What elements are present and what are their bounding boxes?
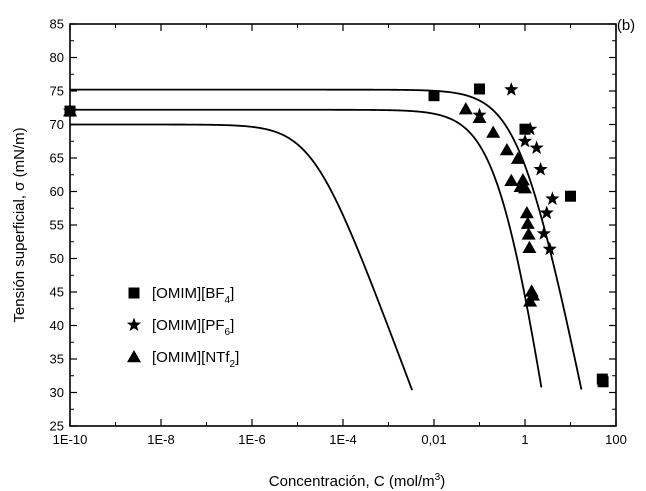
square-marker bbox=[565, 190, 576, 202]
star-marker bbox=[536, 226, 552, 240]
y-tick-label: 25 bbox=[50, 419, 64, 434]
star-marker bbox=[545, 191, 560, 205]
star-marker bbox=[533, 161, 548, 176]
legend-marker-triangle bbox=[127, 350, 141, 363]
legend-label: [OMIM][BF4] bbox=[152, 285, 234, 306]
x-axis-title-sup: 3 bbox=[435, 472, 441, 483]
y-tick-label: 45 bbox=[50, 285, 64, 300]
triangle-marker bbox=[519, 205, 534, 219]
star-marker bbox=[523, 121, 538, 136]
star-marker bbox=[517, 133, 533, 148]
triangle-marker bbox=[504, 173, 519, 187]
legend-label-main: [OMIM][NTf bbox=[152, 349, 230, 366]
x-tick-label: 1E-6 bbox=[238, 432, 265, 447]
y-tick-label: 75 bbox=[50, 84, 64, 99]
legend-label: [OMIM][PF6] bbox=[152, 317, 234, 338]
legend-marker-star bbox=[126, 317, 142, 332]
legend-label: [OMIM][NTf2] bbox=[152, 349, 239, 370]
x-tick-label: 1E-4 bbox=[329, 432, 356, 447]
x-axis-title-main: Concentración, C (mol/m bbox=[269, 473, 435, 490]
legend-label-sub: 4 bbox=[225, 295, 231, 306]
star-marker bbox=[504, 82, 519, 96]
y-tick-label: 85 bbox=[50, 17, 64, 32]
x-tick-label: 1E-8 bbox=[147, 432, 174, 447]
legend: [OMIM][BF4][OMIM][PF6][OMIM][NTf2] bbox=[126, 285, 239, 370]
y-tick-label: 40 bbox=[50, 318, 64, 333]
y-tick-label: 70 bbox=[50, 117, 64, 132]
legend-marker-square bbox=[128, 287, 140, 299]
x-axis-title-end: ) bbox=[440, 473, 445, 490]
y-tick-label: 50 bbox=[50, 251, 64, 266]
triangle-marker bbox=[499, 142, 514, 156]
x-tick-label: 1E-10 bbox=[53, 432, 88, 447]
legend-label-end: ] bbox=[230, 285, 234, 302]
triangle-marker bbox=[518, 181, 532, 194]
square-marker bbox=[519, 123, 531, 135]
y-tick-label: 35 bbox=[50, 352, 64, 367]
star-marker bbox=[539, 205, 554, 220]
fit-curve-2 bbox=[70, 108, 543, 388]
legend-label-end: ] bbox=[230, 317, 234, 334]
x-tick-label: 0,01 bbox=[421, 432, 446, 447]
fit-curve-3 bbox=[70, 123, 414, 391]
y-axis-title: Tensión superficial, σ (mN/m) bbox=[11, 127, 28, 322]
triangle-marker bbox=[520, 216, 535, 229]
legend-label-sub: 6 bbox=[225, 327, 231, 338]
legend-label-sub: 2 bbox=[230, 359, 236, 370]
square-marker bbox=[474, 83, 485, 95]
y-tick-label: 65 bbox=[50, 151, 64, 166]
y-axis: 25 30 35 40 45 50 55 60 65 70 75 80 85 bbox=[50, 17, 616, 434]
y-tick-label: 55 bbox=[50, 218, 64, 233]
triangle-marker bbox=[486, 125, 501, 138]
square-marker bbox=[428, 90, 440, 102]
y-tick-label: 30 bbox=[50, 385, 64, 400]
fit-curve-1 bbox=[70, 88, 583, 390]
star-marker bbox=[529, 140, 544, 155]
panel-label: (b) bbox=[617, 17, 635, 34]
fit-curves bbox=[70, 88, 583, 391]
y-tick-label: 60 bbox=[50, 184, 64, 199]
triangle-marker bbox=[510, 151, 525, 164]
x-tick-label: 100 bbox=[605, 432, 627, 447]
square-marker bbox=[597, 376, 609, 388]
y-tick-label: 80 bbox=[50, 50, 64, 65]
legend-label-end: ] bbox=[235, 349, 239, 366]
x-axis: 1E-10 1E-8 1E-6 1E-4 0,01 1 100 bbox=[53, 24, 627, 447]
legend-label-main: [OMIM][PF bbox=[152, 317, 225, 334]
x-tick-label: 1 bbox=[521, 432, 528, 447]
triangle-marker bbox=[526, 288, 541, 301]
triangle-marker bbox=[521, 227, 536, 240]
legend-label-main: [OMIM][BF bbox=[152, 285, 225, 302]
data-markers bbox=[62, 82, 609, 388]
triangle-marker bbox=[458, 102, 473, 115]
triangle-marker bbox=[472, 110, 487, 124]
triangle-marker bbox=[522, 240, 537, 254]
triangle-marker bbox=[515, 173, 530, 186]
x-axis-title: Concentración, C (mol/m3) bbox=[269, 472, 445, 490]
triangle-marker bbox=[63, 104, 77, 117]
star-marker bbox=[542, 241, 557, 256]
